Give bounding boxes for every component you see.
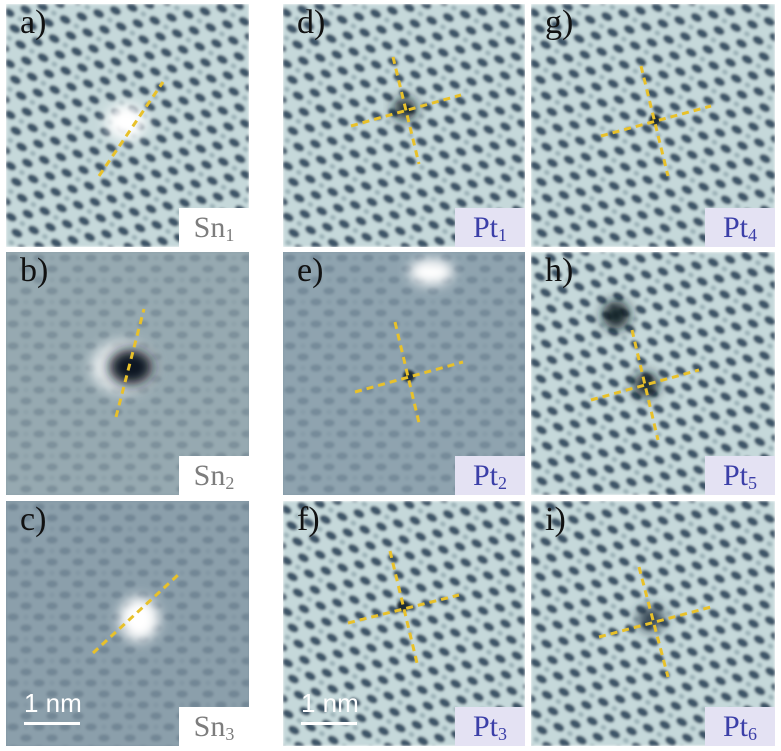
- stm-image: [283, 4, 525, 247]
- stm-panel-i: i) Pt6: [531, 501, 775, 746]
- scale-bar-label: 1 nm: [24, 688, 82, 718]
- element-symbol: Pt: [472, 710, 499, 743]
- panel-label: a): [20, 4, 47, 41]
- stm-image: [6, 4, 249, 247]
- panel-label: d): [297, 4, 326, 41]
- marker-line: [630, 329, 660, 441]
- stm-image: [531, 4, 775, 247]
- marker-line: [391, 56, 421, 165]
- marker-line: [393, 321, 422, 428]
- element-tag: Pt6: [705, 707, 775, 746]
- marker-line: [590, 368, 700, 402]
- stm-image: [6, 252, 249, 495]
- element-subscript: 3: [225, 724, 235, 744]
- panel-label: h): [545, 252, 574, 289]
- element-subscript: 2: [225, 473, 235, 493]
- stm-panel-c: c) Sn3 1 nm: [6, 501, 249, 746]
- marker-line: [114, 308, 146, 418]
- panel-label: c): [20, 501, 47, 538]
- element-tag: Pt2: [455, 456, 525, 495]
- element-subscript: 1: [225, 225, 235, 245]
- marker-line: [97, 81, 165, 177]
- element-tag: Pt5: [705, 456, 775, 495]
- marker-line: [91, 573, 180, 655]
- scale-bar: [301, 722, 357, 725]
- element-tag: Pt4: [705, 208, 775, 247]
- panel-label: f): [297, 501, 320, 538]
- stm-panel-f: f) Pt3 1 nm: [283, 501, 525, 746]
- stm-panel-d: d) Pt1: [283, 4, 525, 247]
- stm-panel-h: h) Pt5: [531, 252, 775, 495]
- marker-line: [637, 566, 670, 678]
- stm-image: [283, 252, 525, 495]
- element-subscript: 2: [498, 473, 508, 493]
- element-symbol: Sn: [193, 710, 226, 743]
- stm-image: [531, 501, 775, 746]
- stm-panel-a: a) Sn1: [6, 4, 249, 247]
- stm-panel-g: g) Pt4: [531, 4, 775, 247]
- element-symbol: Pt: [722, 710, 749, 743]
- marker-line: [598, 605, 712, 639]
- element-symbol: Sn: [193, 459, 226, 492]
- marker-line: [354, 360, 464, 394]
- scale-bar: [24, 722, 80, 725]
- element-subscript: 3: [498, 724, 508, 744]
- stm-image: [283, 501, 525, 746]
- marker-line: [639, 65, 670, 177]
- element-symbol: Pt: [722, 211, 749, 244]
- panel-label: g): [545, 4, 574, 41]
- element-subscript: 1: [498, 225, 508, 245]
- panel-label: i): [545, 501, 566, 538]
- element-tag: Sn1: [179, 208, 249, 247]
- panel-label: e): [297, 252, 324, 289]
- panel-label: b): [20, 252, 49, 289]
- stm-panel-b: b) Sn2: [6, 252, 249, 495]
- element-tag: Pt1: [455, 208, 525, 247]
- stm-image: [531, 252, 775, 495]
- stm-panel-e: e) Pt2: [283, 252, 525, 495]
- element-symbol: Sn: [193, 211, 226, 244]
- element-symbol: Pt: [472, 211, 499, 244]
- stm-image: [6, 501, 249, 746]
- element-tag: Sn3: [179, 707, 249, 746]
- marker-line: [388, 550, 419, 664]
- element-tag: Pt3: [455, 707, 525, 746]
- element-symbol: Pt: [722, 459, 749, 492]
- element-subscript: 4: [748, 225, 758, 245]
- element-tag: Sn2: [179, 456, 249, 495]
- scale-bar-label: 1 nm: [301, 688, 359, 718]
- element-subscript: 6: [748, 724, 758, 744]
- element-symbol: Pt: [472, 459, 499, 492]
- element-subscript: 5: [748, 473, 758, 493]
